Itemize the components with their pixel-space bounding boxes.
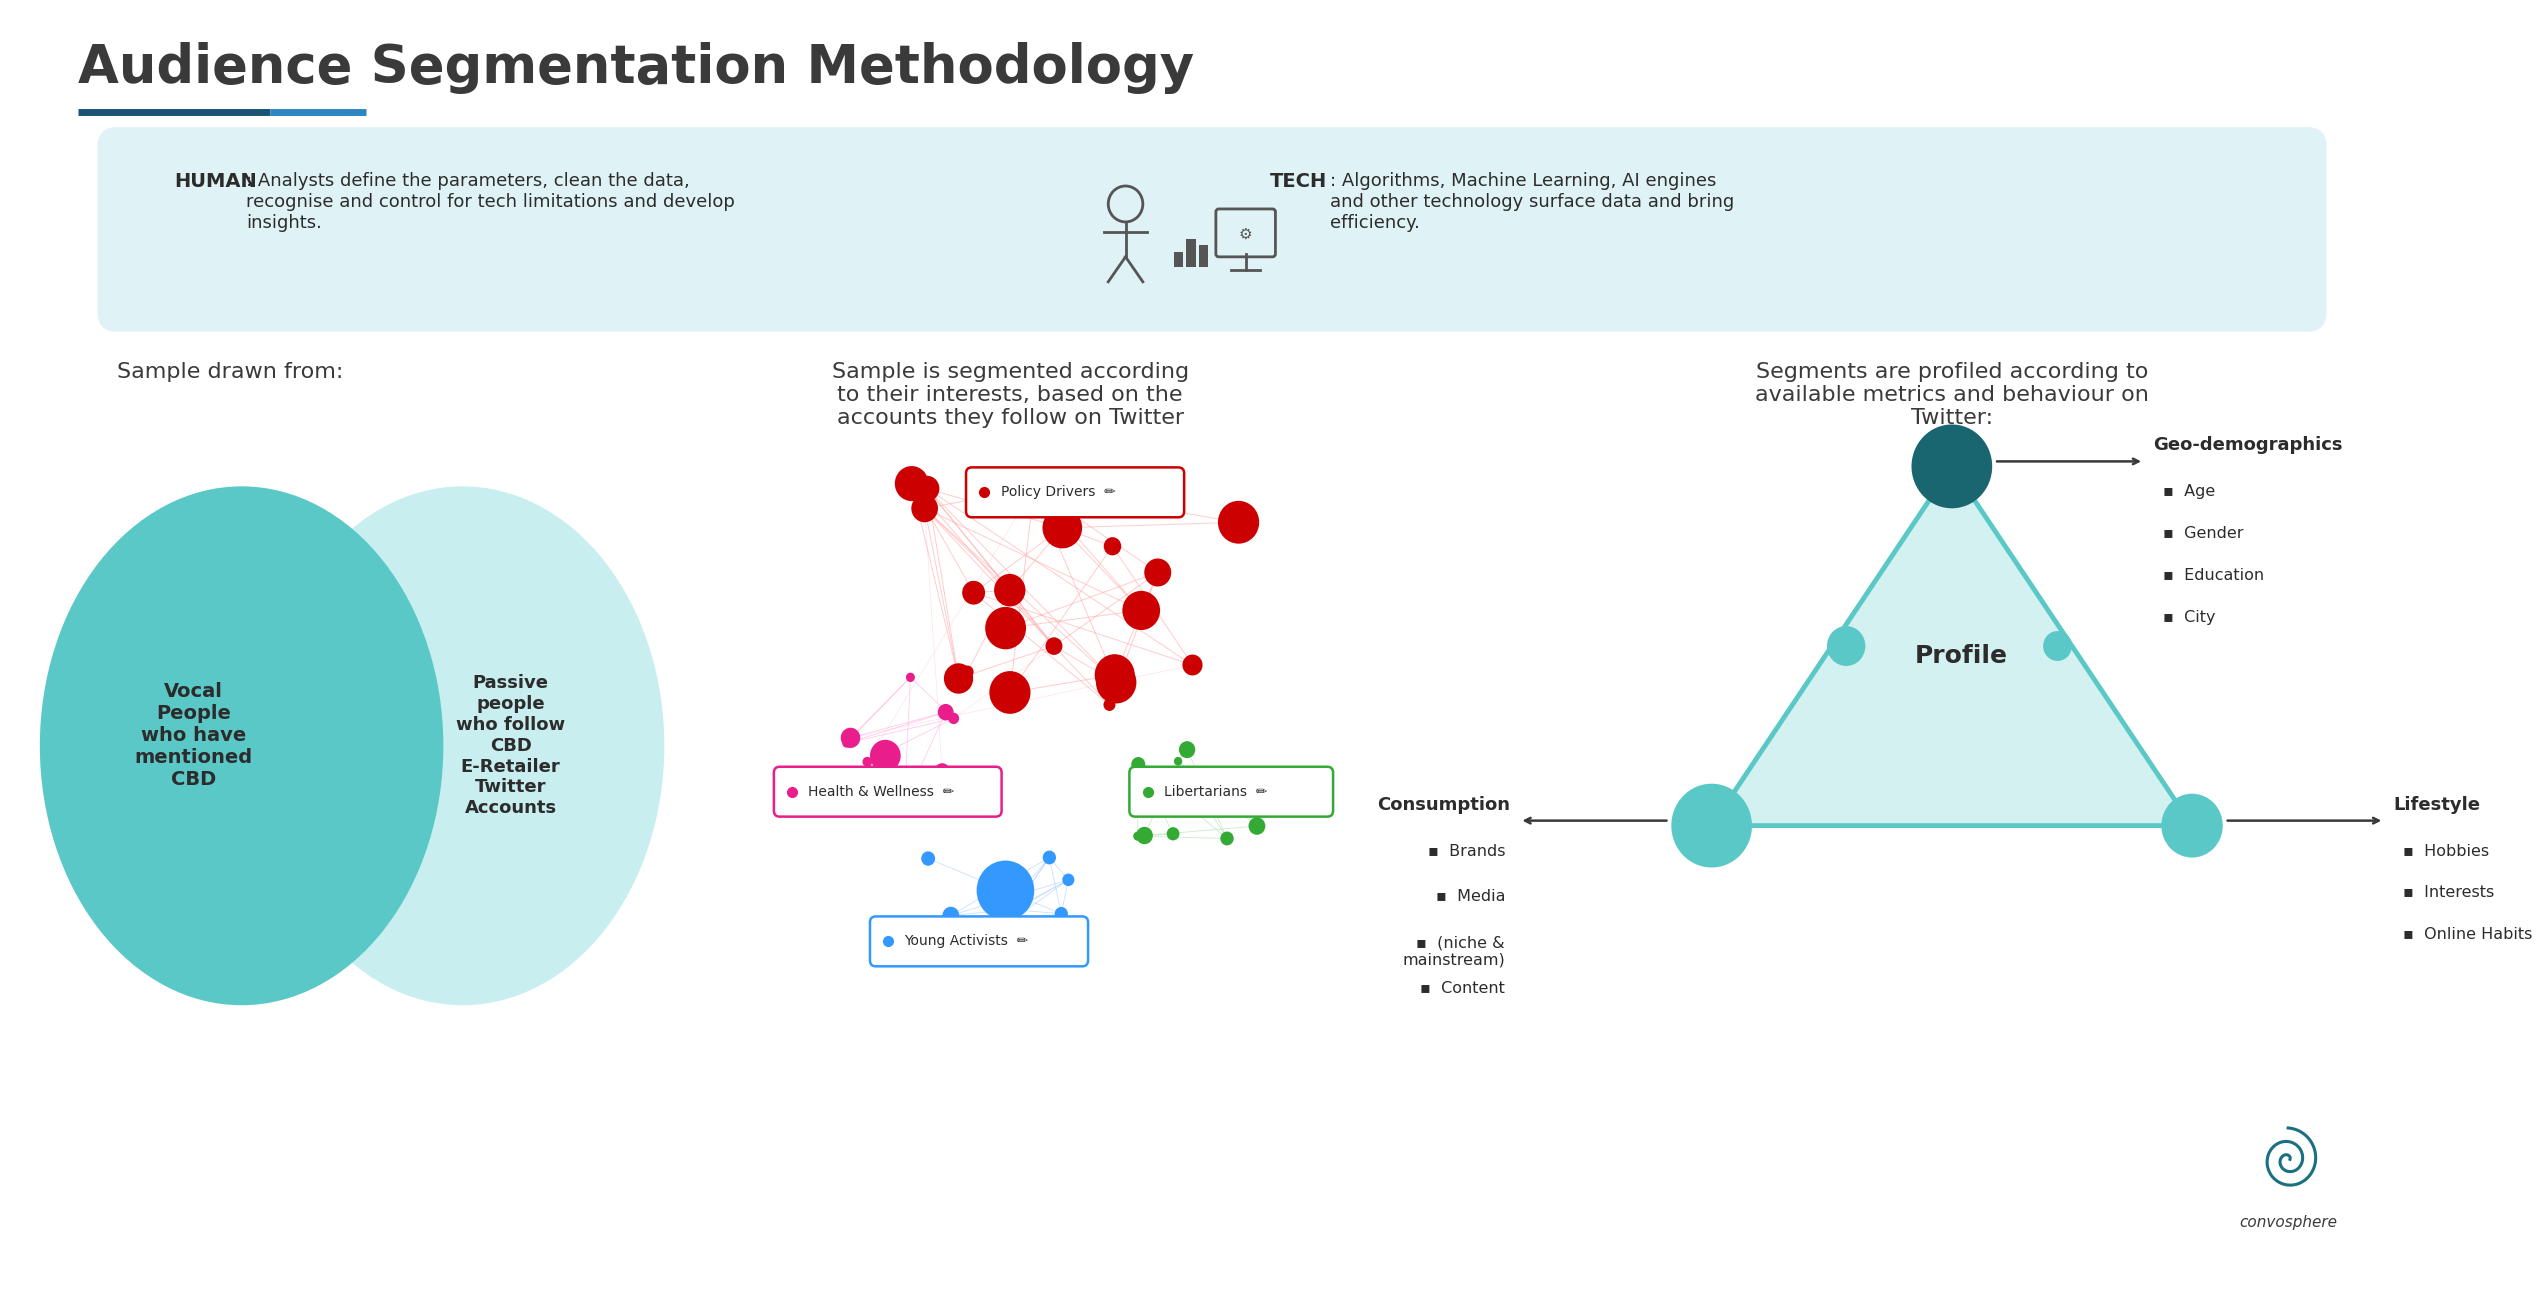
Circle shape [948,713,958,724]
Circle shape [1131,757,1146,771]
Text: ⚙: ⚙ [1238,227,1253,241]
Circle shape [1248,818,1266,835]
Circle shape [1096,661,1136,704]
Text: Sample drawn from:: Sample drawn from: [117,362,343,381]
Circle shape [869,740,900,771]
Text: ▪  Age: ▪ Age [2163,485,2217,499]
Circle shape [1182,654,1202,675]
Circle shape [1103,537,1121,556]
Circle shape [895,467,928,502]
Text: Audience Segmentation Methodology: Audience Segmentation Methodology [79,43,1195,95]
Circle shape [915,476,941,502]
Circle shape [986,607,1027,649]
Circle shape [1042,507,1083,548]
Circle shape [913,495,938,522]
Circle shape [1220,774,1238,792]
Circle shape [841,739,852,748]
Circle shape [976,861,1035,920]
Text: : Algorithms, Machine Learning, AI engines
and other technology surface data and: : Algorithms, Machine Learning, AI engin… [1329,172,1734,232]
FancyBboxPatch shape [869,916,1088,967]
Text: ▪  Hobbies: ▪ Hobbies [2402,844,2489,858]
Circle shape [1045,638,1063,654]
Text: Consumption: Consumption [1378,796,1510,814]
Circle shape [994,923,1007,934]
Circle shape [895,793,913,811]
Circle shape [905,673,915,682]
Circle shape [1017,469,1052,507]
Circle shape [1144,559,1172,587]
Text: Lifestyle: Lifestyle [2395,796,2481,814]
Circle shape [1124,591,1159,630]
Text: Passive
people
who follow
CBD
E-Retailer
Twitter
Accounts: Passive people who follow CBD E-Retailer… [455,674,564,818]
Circle shape [841,728,859,748]
Text: Young Activists  ✏: Young Activists ✏ [905,934,1030,949]
Circle shape [989,915,1002,928]
Text: ▪  Media: ▪ Media [1436,889,1505,905]
Text: ▪  Online Habits: ▪ Online Habits [2402,928,2532,942]
Text: ▪  City: ▪ City [2163,610,2217,625]
Polygon shape [1711,467,2191,826]
Ellipse shape [262,486,663,1006]
Text: TECH: TECH [1268,172,1327,191]
Circle shape [1103,699,1116,712]
Circle shape [1055,907,1068,920]
Circle shape [2044,631,2072,661]
Text: ▪  Brands: ▪ Brands [1429,844,1505,858]
Text: ▪  Interests: ▪ Interests [2402,885,2494,901]
Circle shape [1063,874,1075,886]
Bar [1187,238,1195,267]
Bar [1200,245,1207,267]
Circle shape [1912,425,1993,508]
Circle shape [2161,793,2222,858]
Circle shape [938,704,953,721]
Circle shape [943,664,974,693]
Text: Profile: Profile [1914,644,2008,667]
Circle shape [961,666,974,678]
Circle shape [989,671,1030,714]
Text: Vocal
People
who have
mentioned
CBD: Vocal People who have mentioned CBD [135,682,252,789]
Circle shape [1220,832,1233,845]
Text: HUMAN: HUMAN [175,172,257,191]
Circle shape [935,763,951,779]
Text: Segments are profiled according to
available metrics and behaviour on
Twitter:: Segments are profiled according to avail… [1754,362,2148,428]
FancyBboxPatch shape [773,767,1002,816]
Circle shape [1670,784,1751,867]
Text: ▪  (niche &
mainstream): ▪ (niche & mainstream) [1403,936,1505,968]
Text: : Analysts define the parameters, clean the data,
recognise and control for tech: : Analysts define the parameters, clean … [247,172,735,232]
Circle shape [862,757,872,767]
Circle shape [1174,757,1182,766]
Circle shape [963,581,986,605]
Circle shape [1167,827,1179,840]
Bar [1174,251,1182,267]
Circle shape [1096,654,1134,696]
Text: Geo-demographics: Geo-demographics [2153,437,2344,455]
Circle shape [1828,626,1866,666]
FancyBboxPatch shape [97,127,2326,332]
Text: Sample is segmented according
to their interests, based on the
accounts they fol: Sample is segmented according to their i… [831,362,1190,428]
Text: Health & Wellness  ✏: Health & Wellness ✏ [808,784,956,798]
Text: convosphere: convosphere [2240,1214,2336,1230]
FancyBboxPatch shape [966,468,1185,517]
Text: ▪  Content: ▪ Content [1421,981,1505,997]
Circle shape [1136,827,1154,844]
Text: Policy Drivers  ✏: Policy Drivers ✏ [1002,485,1116,499]
Circle shape [994,574,1024,607]
Text: ▪  Gender: ▪ Gender [2163,526,2245,542]
Circle shape [1218,500,1258,544]
Circle shape [1042,850,1055,864]
Text: Libertarians  ✏: Libertarians ✏ [1164,784,1268,798]
FancyBboxPatch shape [1129,767,1332,816]
Text: ▪  Education: ▪ Education [2163,568,2265,583]
Circle shape [1004,901,1022,919]
Circle shape [943,907,958,924]
Circle shape [1179,741,1195,758]
Ellipse shape [41,486,442,1006]
Circle shape [920,851,935,866]
Circle shape [1014,880,1022,889]
Circle shape [1134,832,1141,841]
